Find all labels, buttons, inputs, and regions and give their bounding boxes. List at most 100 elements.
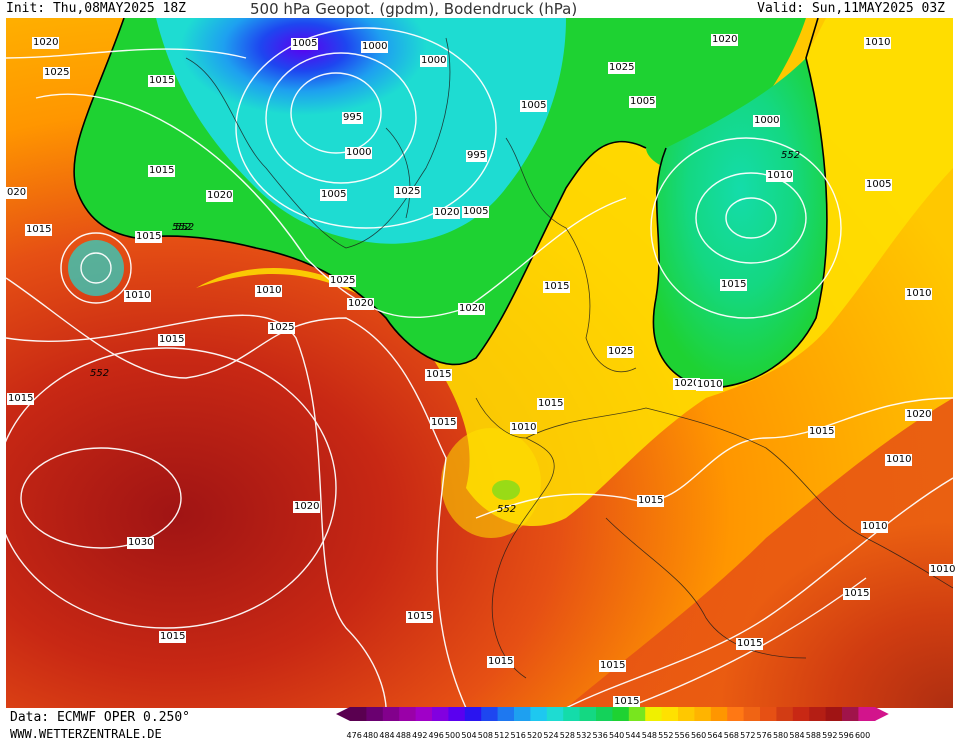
colorbar-tick-label: 512 [494,731,509,740]
weather-map [6,18,953,708]
colorbar-swatch [514,707,531,721]
colorbar-swatch [776,707,794,721]
isobar-label: 1030 [127,537,155,549]
isobar-label: 1025 [268,322,296,334]
isobar-label: 1015 [543,281,571,293]
colorbar-tick-label: 504 [461,731,476,740]
isobar-label: 1015 [736,638,764,650]
isobar-label: 1010 [766,170,794,182]
isobar-label: 1015 [599,660,627,672]
isobar-label: 1010 [255,285,283,297]
colorbar-tick-label: 584 [789,731,804,740]
colorbar-right-arrow [874,707,889,721]
colorbar-swatch [678,707,695,721]
colorbar-swatch [792,707,810,721]
isobar-label: 1015 [537,398,565,410]
isobar-label: 1000 [345,147,373,159]
isobar-label: 1020 [433,207,461,219]
colorbar-swatch [842,707,859,721]
colorbar-tick-label: 592 [822,731,837,740]
colorbar-tick-label: 476 [347,731,362,740]
isobar-label: 1000 [753,115,781,127]
isobar-label: 1020 [347,298,375,310]
isobar-label: 1010 [124,290,152,302]
isobar-label: 1020 [458,303,486,315]
field-low-west [68,240,124,296]
isobar-label: 1005 [629,96,657,108]
colorbar: 476 480 484 488 492 496 500 504 508 512 516 520 524 5… [336,707,889,740]
colorbar-tick-label: 524 [543,731,558,740]
isobar-label: 1025 [329,275,357,287]
colorbar-swatch [579,707,597,721]
isobar-label: 1015 [425,369,453,381]
colorbar-swatch [694,707,712,721]
isobar-label: 995 [466,150,488,162]
colorbar-tick-label: 572 [740,731,755,740]
isobar-label: 1015 [135,231,163,243]
colorbar-swatch [464,707,482,721]
isobar-label: 1015 [487,656,515,668]
website-label: WWW.WETTERZENTRALE.DE [10,727,162,741]
colorbar-tick-label: 544 [625,731,640,740]
isobar-label: 1015 [148,75,176,87]
field-southeast [566,398,953,708]
colorbar-swatch [366,707,384,721]
isobar-label: 995 [342,112,364,124]
colorbar-swatch [497,707,515,721]
isobar-label: 1025 [394,186,422,198]
colorbar-tick-label: 588 [806,731,821,740]
colorbar-swatch [743,707,761,721]
colorbar-swatch [448,707,466,721]
colorbar-swatch [858,707,876,721]
isobar-label: 1015 [406,611,434,623]
colorbar-swatch [382,707,400,721]
isobar-label: 1020 [32,37,60,49]
colorbar-tick-label: 576 [757,731,772,740]
init-time-label: Init: Thu,08MAY2025 18Z [6,1,187,16]
field-low-greenland [156,18,566,244]
isobar-label: 1010 [905,288,933,300]
colorbar-tick-label: 516 [511,731,526,740]
isobar-label: 1020 [673,378,701,390]
isobar-label: 020 [6,187,28,199]
isobar-label: 1020 [293,501,321,513]
colorbar-tick-label: 556 [675,731,690,740]
isobar-label: 1000 [420,55,448,67]
isobar-label: 1020 [206,190,234,202]
isobar-label: 1015 [7,393,35,405]
colorbar-left-arrow [336,707,350,721]
colorbar-tick-label: 492 [412,731,427,740]
isobar-label: 1005 [320,189,348,201]
isobar-label: 1025 [608,62,636,74]
colorbar-swatch [727,707,745,721]
isobar-label: 1015 [808,426,836,438]
colorbar-swatch [825,707,843,721]
field-yellow-iberia [441,428,541,538]
colorbar-tick-label: 508 [478,731,493,740]
data-source-label: Data: ECMWF OPER 0.250° [10,710,191,725]
isobar-label: 1005 [291,38,319,50]
colorbar-swatch [612,707,630,721]
colorbar-tick-label: 552 [658,731,673,740]
coastlines [185,37,953,679]
contour-552-label: 552 [172,222,192,233]
isobar-label: 1015 [843,588,871,600]
contour-552-label: 552 [175,222,195,233]
header: Init: Thu,08MAY2025 18Z 500 hPa Geopot. … [0,0,959,18]
isobar-label: 1005 [865,179,893,191]
isobar-label: 1010 [696,379,724,391]
isobar-label: 1015 [720,279,748,291]
colorbar-tick-label: 548 [642,731,657,740]
colorbar-tick-label: 528 [560,731,575,740]
isobar-label: 1015 [148,165,176,177]
isobar-label: 1015 [613,696,641,708]
colorbar-tick-label: 536 [593,731,608,740]
isobar-label: 1025 [607,346,635,358]
colorbar-tick-label: 496 [429,731,444,740]
valid-time-label: Valid: Sun,11MAY2025 03Z [757,1,945,16]
colorbar-tick-label: 532 [576,731,591,740]
isobar-label: 1015 [430,417,458,429]
isobar-label: 1005 [520,100,548,112]
colorbar-swatch [710,707,728,721]
isobar-label: 1010 [885,454,913,466]
